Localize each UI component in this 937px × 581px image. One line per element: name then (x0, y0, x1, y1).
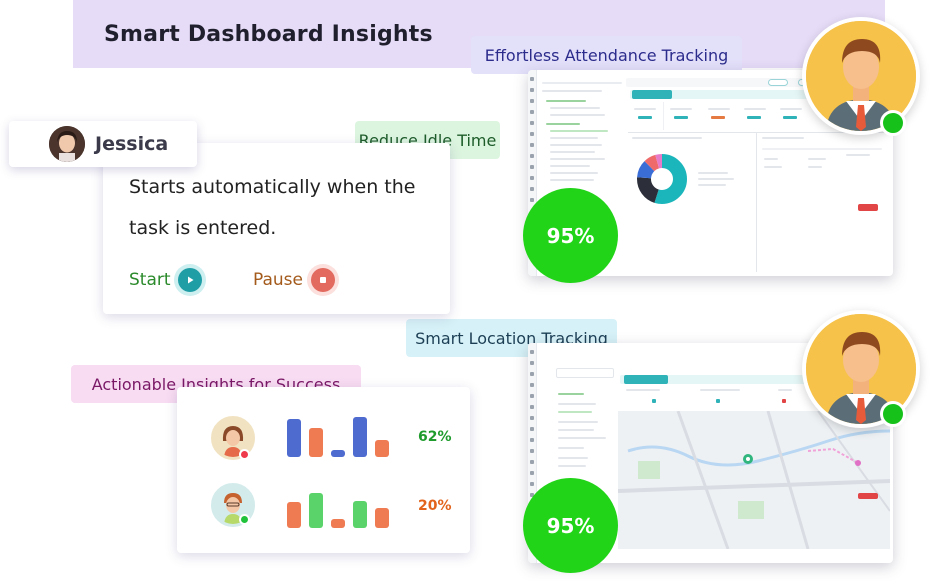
user-chip: Jessica (9, 121, 197, 167)
page-title: Smart Dashboard Insights (104, 22, 433, 47)
man-avatar-icon (802, 17, 920, 135)
online-status-dot (880, 401, 906, 427)
activity-bar (375, 440, 389, 457)
preview-sidebar (528, 70, 537, 276)
donut-chart (636, 153, 688, 209)
user-name: Jessica (95, 133, 169, 155)
location-tracking-label: Smart Location Tracking (406, 319, 617, 357)
start-button[interactable] (174, 264, 206, 296)
employee-avatar-male (211, 483, 255, 527)
location-score-badge: 95% (523, 478, 618, 573)
pause-label: Pause (253, 270, 303, 290)
activity-bar (353, 501, 367, 528)
activity-bar (353, 417, 367, 457)
activity-bar (331, 450, 345, 457)
activity-bar (287, 502, 301, 528)
activity-bar (287, 419, 301, 457)
task-timer-card: Starts automatically when the task is en… (103, 143, 450, 314)
activity-bars-row-1 (287, 417, 389, 457)
location-map (618, 411, 890, 549)
insights-card: 62% 20% (177, 387, 470, 553)
productivity-percent-2: 20% (418, 498, 452, 514)
start-label: Start (129, 270, 171, 290)
task-description-line-1: Starts automatically when the (129, 176, 416, 198)
online-status-dot (239, 514, 250, 525)
pause-button[interactable] (307, 264, 339, 296)
offline-status-dot (239, 449, 250, 460)
activity-bars-row-2 (287, 488, 389, 528)
activity-bar (309, 428, 323, 457)
online-status-dot (880, 110, 906, 136)
actionable-insights-label: Actionable Insights for Success (71, 365, 361, 403)
activity-bar (309, 493, 323, 528)
activity-bar (375, 508, 389, 528)
productivity-percent-1: 62% (418, 429, 452, 445)
activity-bar (331, 519, 345, 528)
task-description-line-2: task is entered. (129, 217, 277, 239)
play-icon (178, 268, 202, 292)
user-avatar (49, 126, 85, 162)
attendance-score-badge: 95% (523, 188, 618, 283)
attendance-tracking-label: Effortless Attendance Tracking (471, 36, 742, 74)
stop-icon (311, 268, 335, 292)
